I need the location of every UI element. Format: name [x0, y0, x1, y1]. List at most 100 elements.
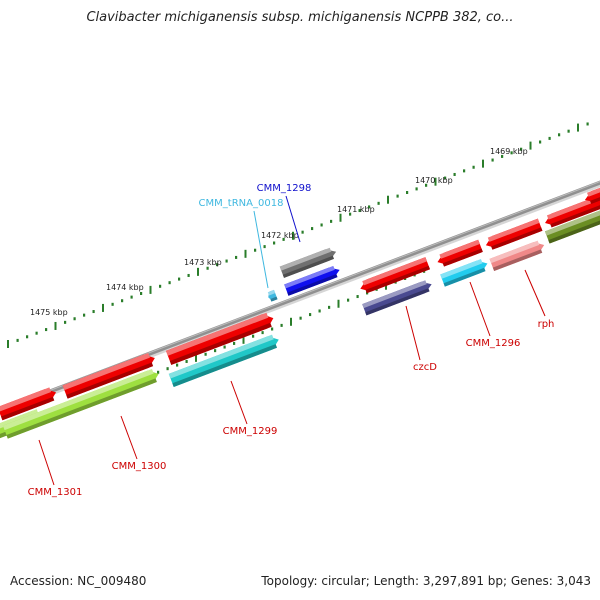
upper-ruler-minor-tick	[73, 317, 76, 321]
upper-ruler-minor-tick	[26, 335, 29, 339]
feature-cmm1299[interactable]	[168, 333, 281, 387]
upper-ruler-minor-tick	[263, 245, 266, 249]
feature-label-cmm1299: CMM_1299	[223, 426, 278, 437]
upper-ruler-minor-tick	[368, 205, 371, 209]
feature-cds-a1[interactable]	[0, 386, 59, 421]
upper-ruler-minor-tick	[567, 129, 570, 133]
leader-line-cmm1301	[38, 439, 55, 486]
accession-text: Accession: NC_009480	[10, 574, 147, 588]
upper-ruler-minor-tick	[282, 237, 285, 241]
feature-cds-a6[interactable]	[484, 218, 543, 252]
feature-label-cmm1298: CMM_1298	[257, 183, 312, 194]
upper-ruler-minor-tick	[463, 169, 466, 173]
feature-cds-a7-highlight	[546, 194, 600, 220]
feature-trna0018-highlight	[267, 289, 276, 296]
lower-ruler-minor-tick	[252, 334, 255, 338]
upper-ruler-minor-tick	[520, 147, 523, 151]
feature-cds-a8-shade	[590, 192, 600, 204]
upper-ruler-minor-tick	[472, 165, 475, 169]
upper-ruler-minor-tick	[92, 310, 95, 314]
lower-ruler-minor-tick	[309, 313, 312, 317]
feature-czcD-shade	[365, 288, 430, 316]
feature-cds-a1-highlight	[0, 387, 52, 412]
upper-ruler-minor-tick	[83, 313, 86, 317]
feature-olive[interactable]	[544, 206, 600, 244]
leader-line-cmm1296	[469, 281, 491, 337]
feature-cds-a2[interactable]	[62, 351, 158, 399]
upper-ruler-minor-tick	[301, 230, 304, 234]
upper-ruler-minor-tick	[178, 277, 181, 281]
feature-label-cmm1300: CMM_1300	[112, 461, 167, 472]
lower-ruler-minor-tick	[299, 316, 302, 320]
feature-trna0018-shade	[270, 296, 278, 302]
feature-cds-a6-shade	[491, 227, 543, 250]
upper-ruler-minor-tick	[225, 259, 228, 263]
leader-line-czcD	[405, 305, 421, 361]
feature-cds-a8-highlight	[586, 184, 600, 197]
feature-rph[interactable]	[489, 239, 547, 272]
upper-ruler-minor-tick	[254, 248, 257, 252]
ruler-label-1475-kbp: 1475 kbp	[30, 308, 68, 317]
upper-ruler-minor-tick	[320, 223, 323, 227]
upper-ruler-minor-tick	[349, 212, 352, 216]
upper-ruler-minor-tick	[159, 284, 162, 288]
upper-ruler-minor-tick	[425, 183, 428, 187]
upper-ruler-minor-tick	[406, 191, 409, 195]
upper-ruler-minor-tick	[187, 273, 190, 277]
feature-cds-a3[interactable]	[165, 311, 276, 365]
lower-ruler-minor-tick	[176, 363, 179, 367]
upper-ruler-minor-tick	[168, 281, 171, 285]
lower-ruler-minor-tick	[204, 352, 207, 356]
feature-czcD[interactable]	[362, 279, 434, 316]
upper-ruler-minor-tick	[235, 255, 238, 259]
feature-cmm1300-highlight	[2, 368, 154, 431]
feature-cds-a5[interactable]	[435, 239, 483, 268]
upper-ruler-minor-tick	[130, 295, 133, 299]
upper-ruler-minor-tick	[16, 338, 19, 342]
map-title: Clavibacter michiganensis subsp. michiga…	[86, 10, 514, 25]
ruler-label-1469-kbp: 1469 kbp	[490, 147, 528, 156]
upper-ruler-minor-tick	[501, 154, 504, 158]
upper-ruler-minor-tick	[548, 136, 551, 140]
feature-trna0018[interactable]	[266, 289, 278, 302]
feature-olive-shade	[548, 216, 600, 244]
leader-line-cmm1300	[120, 415, 138, 460]
feature-cds-a8[interactable]	[583, 184, 600, 205]
upper-ruler-minor-tick	[35, 331, 38, 335]
feature-olive-highlight	[544, 208, 600, 236]
ruler-label-1472-kbp: 1472 kbp	[261, 231, 299, 240]
feature-cmm1298[interactable]	[284, 264, 342, 296]
feature-rph-highlight	[489, 240, 540, 264]
lower-ruler-minor-tick	[347, 298, 350, 302]
lower-ruler-minor-tick	[157, 370, 160, 374]
upper-ruler-minor-tick	[311, 227, 314, 231]
feature-cds-a2-shade	[66, 362, 154, 399]
feature-cmm1296-highlight	[440, 259, 483, 279]
upper-ruler-minor-tick	[396, 194, 399, 198]
feature-cds-a5-highlight	[439, 239, 480, 259]
feature-rph-shade	[492, 249, 543, 272]
lower-ruler-minor-tick	[261, 331, 264, 335]
lower-ruler-minor-tick	[280, 323, 283, 327]
feature-cmm1296[interactable]	[440, 257, 489, 287]
feature-label-rph: rph	[538, 319, 555, 330]
lower-ruler-minor-tick	[185, 359, 188, 363]
upper-ruler-minor-tick	[558, 133, 561, 137]
feature-grey-highlight	[279, 247, 332, 271]
upper-ruler-minor-tick	[216, 263, 219, 267]
feature-cmm1300[interactable]	[2, 367, 161, 439]
feature-cds-a5-shade	[442, 248, 483, 267]
upper-ruler-minor-tick	[45, 328, 48, 332]
feature-cds-a4-shade	[365, 265, 430, 294]
upper-ruler-minor-tick	[111, 302, 114, 306]
feature-grey[interactable]	[279, 246, 338, 278]
feature-label-cmm1296: CMM_1296	[466, 338, 521, 349]
feature-cds-a4[interactable]	[358, 257, 430, 295]
feature-cds-a7[interactable]	[543, 194, 600, 229]
upper-ruler-minor-tick	[273, 241, 276, 245]
feature-cds-a2-highlight	[62, 353, 150, 391]
upper-ruler-minor-tick	[206, 266, 209, 270]
feature-cmm1298-shade	[287, 273, 338, 296]
feature-cds-a6-highlight	[487, 218, 540, 242]
